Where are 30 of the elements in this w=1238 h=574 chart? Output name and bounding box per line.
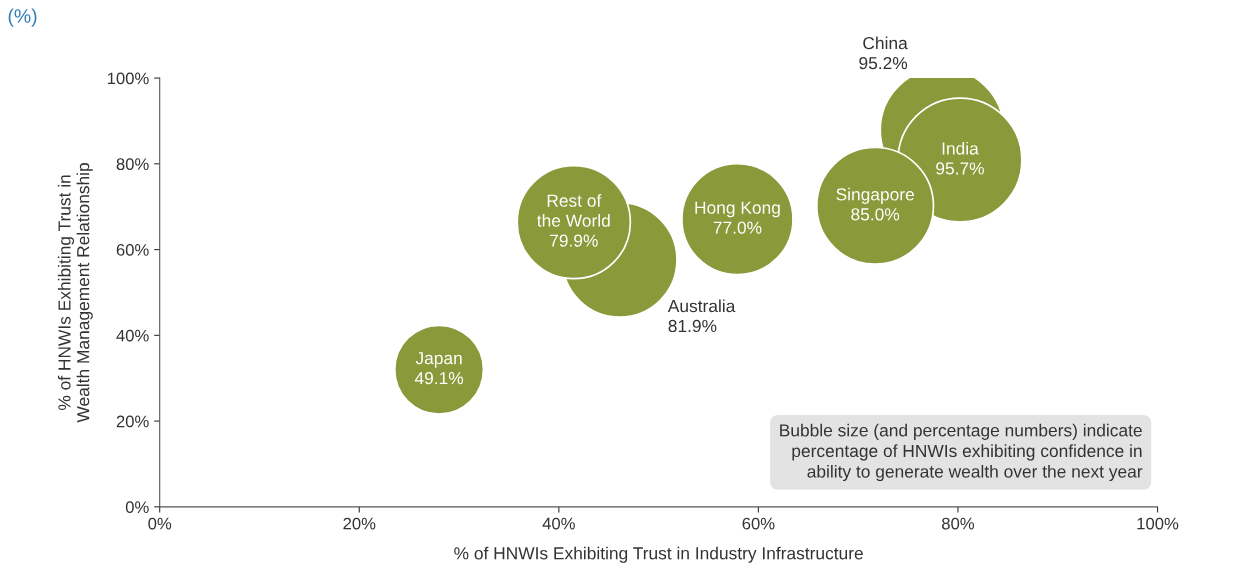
x-tick-label: 80% [942, 517, 975, 530]
y-tick-label: 60% [116, 243, 149, 256]
x-axis-title: % of HNWIs Exhibiting Trust in Industry Infrastructure [454, 546, 863, 563]
x-tick-label: 0% [148, 517, 172, 530]
series-label: Hong Kong [695, 201, 780, 218]
annotation: Bubble size (and percentage numbers) indicate percentage of HNWIs exhibiting confidence in ability to generate wealth over the next year [780, 423, 1143, 482]
data-label: 79.9% [550, 234, 598, 247]
y-tick-label: 100% [107, 72, 149, 85]
y-axis-title: % of HNWIs Exhibiting Trust in Wealth Management Relationship [57, 163, 93, 423]
x-tick-label: 20% [343, 517, 376, 530]
data-label: 49.1% [414, 371, 464, 385]
series-label: Australia [667, 299, 736, 313]
series-label: Rest of the World [537, 194, 610, 227]
y-tick-label: 40% [116, 329, 149, 342]
chart-title: (%) [8, 8, 37, 27]
series-label: Singapore [836, 187, 914, 204]
x-tick-label: 40% [542, 517, 575, 530]
data-label: 81.9% [668, 319, 717, 333]
x-tick-label: 60% [742, 517, 775, 530]
y-tick-label: 80% [116, 158, 149, 171]
series-label: Japan [415, 352, 462, 368]
data-label: 95.7% [936, 162, 984, 175]
series-label: India [942, 141, 979, 155]
x-tick-label: 100% [1137, 517, 1179, 530]
y-tick-label: 20% [116, 415, 149, 428]
series-label: China [863, 36, 908, 50]
data-label: 85.0% [851, 208, 900, 221]
data-label: 77.0% [713, 221, 762, 234]
data-label: 95.2% [859, 56, 908, 70]
y-tick-label: 0% [125, 501, 149, 514]
